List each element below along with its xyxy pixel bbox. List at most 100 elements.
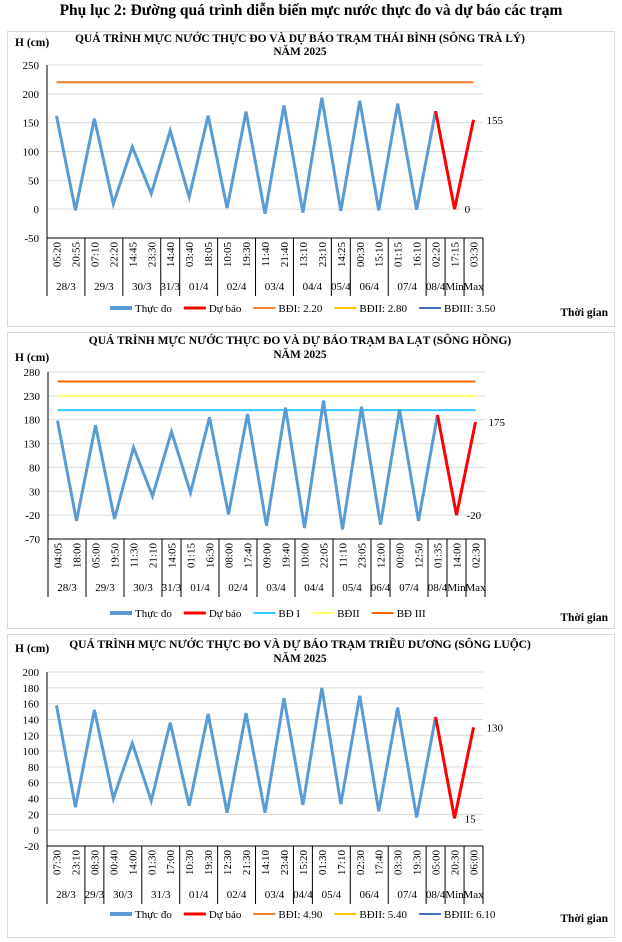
x-date-label: Max	[463, 889, 484, 901]
chart-title: QUÁ TRÌNH MỰC NƯỚC THỰC ĐO VÀ DỰ BÁO TRẠ…	[89, 332, 512, 347]
x-date-label: 06/4	[359, 281, 379, 293]
x-tick-time: 12:00	[376, 543, 388, 569]
document-title: Phụ lục 2: Đường quá trình diễn biến mực…	[59, 2, 563, 19]
x-date-label: 01/4	[190, 582, 210, 594]
x-date-label: 01/4	[189, 889, 209, 901]
series-line-forecast	[434, 716, 475, 819]
series-line-forecast	[434, 110, 475, 210]
y-tick-label: 100	[23, 147, 40, 159]
legend-label: Thực đo	[135, 909, 172, 921]
x-axis-label: Thời gian	[560, 307, 608, 319]
y-tick-label: 280	[24, 367, 41, 379]
x-date-label: 08/4	[426, 889, 446, 901]
x-date-label: 05/4	[331, 281, 351, 293]
legend-label: BĐIII: 6.10	[444, 909, 496, 921]
x-tick-time: 19:30	[203, 850, 215, 876]
x-date-label: 03/4	[265, 281, 285, 293]
x-date-label: Min	[445, 281, 464, 293]
x-tick-time: 16:30	[205, 543, 217, 569]
chart-ba-lat-svg: QUÁ TRÌNH MỰC NƯỚC THỰC ĐO VÀ DỰ BÁO TRẠ…	[15, 332, 609, 624]
x-tick-time: 11:40	[260, 242, 272, 267]
y-tick-label: 40	[28, 794, 40, 806]
x-date-label: 30/3	[133, 582, 153, 594]
x-tick-time: 00:30	[355, 242, 367, 268]
chart-thai-binh-svg: QUÁ TRÌNH MỰC NƯỚC THỰC ĐO VÀ DỰ BÁO TRẠ…	[15, 31, 609, 319]
x-tick-time: 14:05	[167, 543, 179, 569]
x-tick-time: 14:00	[452, 543, 464, 569]
y-axis-label: H (cm)	[15, 37, 49, 49]
x-tick-time: 19:30	[241, 242, 253, 268]
x-tick-time: 01:30	[317, 850, 329, 876]
x-tick-time: 09:00	[262, 543, 274, 569]
x-tick-time: 16:10	[412, 242, 424, 268]
x-tick-time: 02:20	[431, 242, 443, 268]
data-label: 0	[465, 204, 471, 216]
y-tick-label: 30	[29, 486, 41, 498]
y-tick-label: 200	[23, 667, 40, 679]
y-tick-label: 100	[23, 746, 40, 758]
x-date-label: 02/4	[228, 582, 248, 594]
x-tick-time: 01:15	[393, 242, 405, 268]
x-tick-time: 18:00	[72, 543, 84, 569]
x-date-label: 02/4	[227, 889, 247, 901]
legend-label: BĐI: 2.20	[278, 303, 323, 315]
x-date-label: 29/3	[85, 889, 105, 901]
x-tick-time: 19:50	[110, 543, 122, 569]
x-axis-label: Thời gian	[560, 612, 608, 624]
x-date-label: 07/4	[399, 582, 419, 594]
x-tick-time: 17:10	[336, 850, 348, 876]
chart-subtitle: NĂM 2025	[273, 44, 327, 58]
y-tick-label: 80	[28, 762, 40, 774]
x-date-label: Min	[447, 582, 466, 594]
x-tick-time: 02:30	[355, 850, 367, 876]
x-date-label: 28/3	[56, 889, 76, 901]
x-tick-time: 23:30	[146, 242, 158, 268]
x-tick-time: 05:00	[431, 850, 443, 876]
x-date-label: 29/3	[95, 582, 115, 594]
x-tick-time: 23:10	[70, 850, 82, 876]
x-date-label: 31/3	[160, 281, 180, 293]
x-tick-time: 07:30	[51, 850, 63, 876]
data-label: 15	[465, 813, 477, 825]
y-tick-label: 0	[34, 204, 40, 216]
x-date-label: 31/3	[162, 582, 182, 594]
chart-subtitle: NĂM 2025	[273, 651, 327, 665]
chart-trieu-duong	[7, 634, 615, 938]
x-date-label: 01/4	[189, 281, 209, 293]
legend-label: BĐII: 2.80	[359, 303, 407, 315]
y-tick-label: -70	[25, 534, 40, 546]
x-date-label: 28/3	[56, 281, 76, 293]
x-date-label: 02/4	[227, 281, 247, 293]
legend-label: Dự báo	[209, 608, 242, 620]
x-tick-time: 11:10	[338, 543, 350, 568]
x-tick-time: 20:55	[70, 242, 82, 268]
data-label: 130	[487, 722, 504, 734]
x-date-label: 08/4	[428, 582, 448, 594]
x-date-label: 03/4	[266, 582, 286, 594]
x-date-label: 08/4	[426, 281, 446, 293]
y-tick-label: 60	[28, 778, 40, 790]
legend-label: Thực đo	[135, 303, 172, 315]
legend-label: BĐI: 4.90	[278, 909, 323, 921]
legend-label: Dự báo	[209, 303, 242, 315]
x-date-label: Max	[463, 281, 484, 293]
legend-label: BĐ III	[397, 608, 426, 620]
x-tick-time: 20:30	[450, 850, 462, 876]
x-tick-time: 14:25	[336, 242, 348, 268]
y-tick-label: -20	[24, 841, 39, 853]
x-tick-time: 17:40	[374, 850, 386, 876]
chart-title: QUÁ TRÌNH MỰC NƯỚC THỰC ĐO VÀ DỰ BÁO TRẠ…	[69, 636, 531, 651]
y-axis-label: H (cm)	[15, 643, 49, 655]
y-tick-label: 250	[23, 60, 40, 72]
x-tick-time: 01:15	[186, 543, 198, 569]
x-date-label: 03/4	[265, 889, 285, 901]
x-tick-time: 17:00	[165, 850, 177, 876]
x-tick-time: 19:30	[412, 850, 424, 876]
y-tick-label: 120	[23, 730, 40, 742]
x-tick-time: 19:40	[281, 543, 293, 569]
x-tick-time: 13:10	[298, 242, 310, 268]
data-label: 175	[489, 417, 506, 429]
y-tick-label: 50	[28, 175, 40, 187]
x-tick-time: 05:20	[51, 242, 63, 268]
x-axis-label: Thời gian	[560, 913, 608, 925]
